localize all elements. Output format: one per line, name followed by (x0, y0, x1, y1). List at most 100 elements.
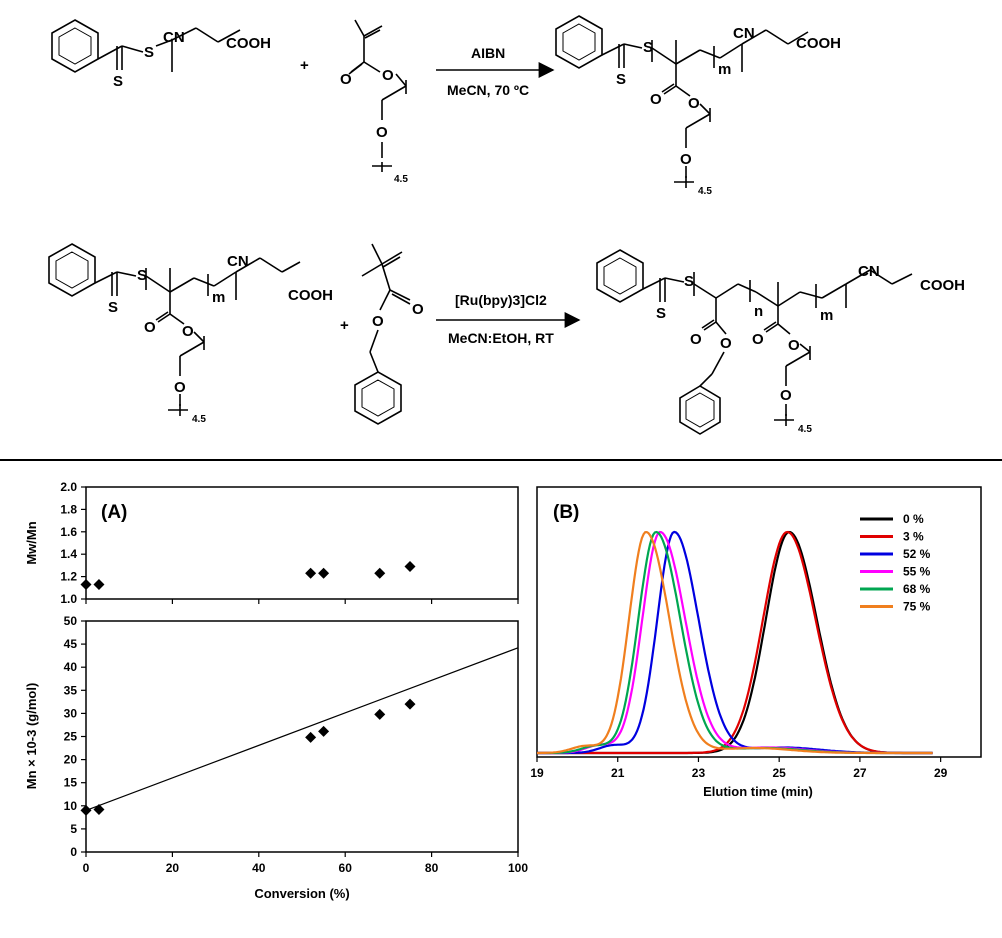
pdi-point (93, 578, 105, 590)
chart-a-mn: Mn × 10-3 (g/mol) Conversion (%) 0 5 10 15 2… (24, 614, 528, 901)
mn-point (404, 698, 416, 710)
sec-curve (537, 530, 933, 755)
pdi-y-tick-label: 2.0 (60, 480, 77, 494)
benzene-inner (361, 379, 395, 417)
mn-y-tick-label: 25 (64, 730, 78, 744)
mn-x-tick-label: 20 (166, 861, 180, 875)
macro-s-thio-label: S (137, 267, 147, 284)
sec-legend-label: 68 % (903, 582, 931, 596)
sec-legend-label: 55 % (903, 565, 931, 579)
condition-mecn-etoh: MeCN:EtOH, RT (448, 330, 554, 346)
reaction-1 (51, 15, 809, 188)
pdi-y-label-text: Mw/Mn (24, 521, 39, 564)
macro-m-label: m (212, 289, 225, 306)
panel-a-label: (A) (101, 502, 127, 523)
product1-o-ether-label: O (680, 151, 692, 168)
pdi-points (80, 561, 416, 590)
mn-y-tick-label: 20 (64, 753, 78, 767)
plus-sign-2: + (340, 317, 349, 334)
macro-s-dbl-label: S (108, 299, 118, 316)
mn-y-axis-label: Mn × 10-3 (g/mol) (24, 683, 39, 790)
mn-x-tick-label: 80 (425, 861, 439, 875)
product2-m-label: m (820, 307, 833, 324)
pdi-y-tick-label: 1.4 (60, 547, 77, 561)
cta-structure (51, 19, 241, 73)
benzene-inner (603, 257, 637, 295)
pdi-y-tick-label: 1.2 (60, 570, 77, 584)
benzene-ring (555, 15, 603, 69)
pdi-y-tick-label: 1.0 (60, 592, 77, 606)
mn-y-tick-label: 0 (70, 845, 77, 859)
reaction-2 (48, 243, 913, 435)
plus-sign-1: + (300, 57, 309, 74)
pdi-point (374, 567, 386, 579)
cta-cooh-label: COOH (226, 35, 271, 52)
monomer-o-ester-label: O (340, 71, 352, 88)
mn-point (305, 731, 317, 743)
product2-s-dbl-label: S (656, 305, 666, 322)
chart-a-pdi: (A) Mw/Mn 1.0 1.2 1.4 1.6 1.8 2.0 (24, 480, 519, 606)
macro-o-carb-label: O (144, 319, 156, 336)
benzene-inner (685, 392, 715, 428)
product1-m-label: m (718, 61, 731, 78)
scheme-labels: CN S S COOH + O O O 4.5 AIBN MeCN, 70 ºC… (108, 25, 965, 435)
product1-repeat-label: 4.5 (698, 186, 712, 197)
sec-legend-label: 75 % (903, 600, 931, 614)
macro-cn-label: CN (227, 253, 249, 270)
sec-x-tick-label: 23 (692, 766, 706, 780)
sec-curve (537, 530, 933, 755)
mn-y-tick-label: 15 (64, 776, 78, 790)
mn-point (318, 725, 330, 737)
sec-x-tick-label: 25 (773, 766, 787, 780)
benzene-ring (48, 243, 96, 297)
product2-o-e2-label: O (788, 337, 800, 354)
mn-point (374, 708, 386, 720)
condition-aibn: AIBN (471, 45, 505, 61)
pdi-y-tick-label: 1.6 (60, 525, 77, 539)
mn-x-tick-label: 60 (339, 861, 353, 875)
product2-n-label: n (754, 303, 763, 320)
sec-x-axis-label: Elution time (min) (703, 784, 813, 799)
product1-cooh-label: COOH (796, 35, 841, 52)
product2-o-c2-label: O (752, 331, 764, 348)
benzene-inner (58, 27, 92, 65)
condition-mecn-70: MeCN, 70 ºC (447, 82, 529, 98)
pdi-point (80, 578, 92, 590)
sec-x-tick-label: 27 (853, 766, 867, 780)
monomer-o-ether-label: O (376, 124, 388, 141)
block-copolymer-structure (596, 249, 913, 435)
product1-s-thio-label: S (643, 39, 653, 56)
cta-s-thio-label: S (144, 44, 154, 61)
macro-o-ester-label: O (182, 323, 194, 340)
pdi-point (404, 561, 416, 573)
sec-curves (537, 530, 933, 755)
pdi-y-axis-label: Mw/Mn (24, 521, 39, 564)
sec-plot-frame (536, 486, 982, 758)
mn-y-tick-label: 40 (64, 660, 78, 674)
mn-y-label-text: Mn × 10-3 (g/mol) (24, 683, 39, 790)
product2-cooh-label: COOH (920, 277, 965, 294)
pdi-plot-frame (85, 486, 519, 600)
product2-o-e1-label: O (720, 335, 732, 352)
monomer-bnma (354, 243, 411, 425)
mn-trendline (85, 647, 519, 811)
cta-s-dbl-label: S (113, 73, 123, 90)
benzene-inner (562, 23, 596, 61)
mn-point (93, 803, 105, 815)
sec-x-ticks: 19 21 23 25 27 29 (530, 757, 948, 780)
mn-point (80, 804, 92, 816)
chart-b-sec: (B) Elution time (min) 19 21 23 25 27 29 0 % 3… (530, 486, 982, 799)
pdi-x-ticks (85, 599, 519, 604)
benzene-ring (51, 19, 99, 73)
macro-repeat-label: 4.5 (192, 414, 206, 425)
mn-y-ticks: 0 5 10 15 20 25 30 35 40 45 50 (64, 614, 86, 859)
mn-plot-frame (85, 620, 519, 853)
benzene-inner (55, 251, 89, 289)
mn-x-tick-label: 0 (83, 861, 90, 875)
pdi-point (305, 567, 317, 579)
sec-legend: 0 % 3 % 52 % 55 % 68 % 75 % (860, 512, 931, 614)
sec-curve (537, 530, 933, 755)
monomer-o-ring-label: O (382, 67, 394, 84)
sec-curve (537, 530, 933, 755)
